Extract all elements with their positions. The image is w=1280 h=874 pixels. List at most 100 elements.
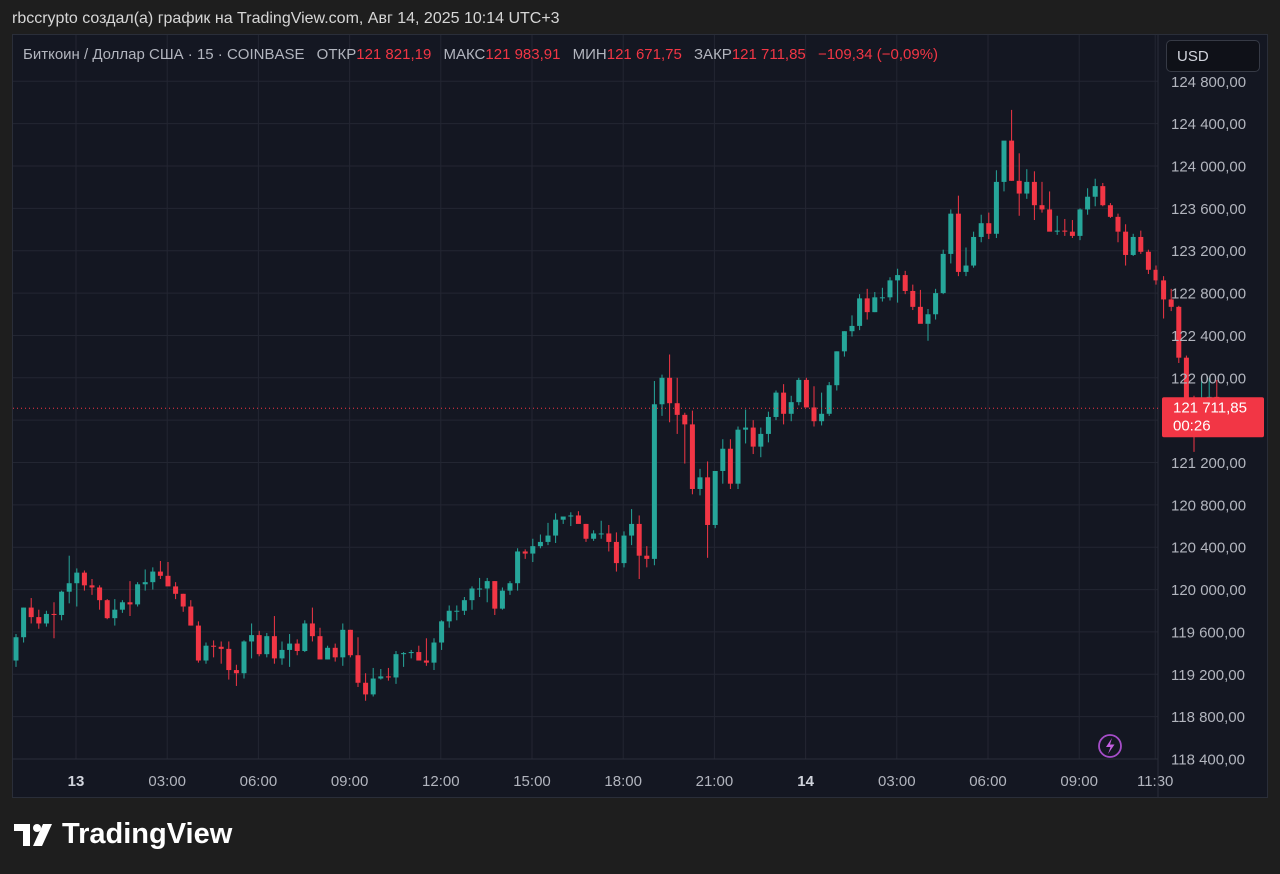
candle-down[interactable] [667, 354, 673, 423]
candle-down[interactable] [811, 386, 817, 427]
candle-down[interactable] [165, 562, 171, 587]
candle-up[interactable] [963, 247, 969, 277]
candle-up[interactable] [773, 390, 779, 421]
candle-up[interactable] [735, 426, 741, 489]
candle-down[interactable] [363, 673, 369, 701]
candlestick-chart[interactable]: 124 800,00 124 400,00 124 000,00 123 600,00… [13, 35, 1267, 797]
chart-panel[interactable]: 124 800,00 124 400,00 124 000,00 123 600,00… [12, 34, 1268, 798]
candle-down[interactable] [127, 581, 133, 617]
candle-down[interactable] [1016, 153, 1022, 216]
candle-up[interactable] [461, 596, 467, 615]
candle-up[interactable] [841, 331, 847, 357]
candle-up[interactable] [454, 605, 460, 621]
candle-up[interactable] [66, 555, 72, 604]
candle-up[interactable] [325, 645, 331, 660]
candle-down[interactable] [910, 284, 916, 311]
candle-down[interactable] [309, 607, 315, 642]
candle-up[interactable] [507, 581, 513, 595]
candle-up[interactable] [712, 470, 718, 529]
candle-down[interactable] [674, 377, 680, 434]
candle-down[interactable] [682, 412, 688, 464]
candle-down[interactable] [986, 212, 992, 240]
candle-down[interactable] [636, 515, 642, 579]
candle-down[interactable] [218, 641, 224, 664]
candle-up[interactable] [150, 567, 156, 590]
candle-up[interactable] [598, 520, 604, 539]
candle-down[interactable] [917, 289, 923, 324]
candle-up[interactable] [378, 668, 384, 680]
candle-up[interactable] [834, 351, 840, 391]
candle-up[interactable] [477, 577, 483, 597]
candle-down[interactable] [1176, 305, 1182, 363]
candle-down[interactable] [180, 593, 186, 612]
candle-down[interactable] [157, 560, 163, 579]
candle-up[interactable] [651, 380, 657, 566]
candle-up[interactable] [340, 623, 346, 666]
candle-up[interactable] [431, 638, 437, 671]
candle-up[interactable] [21, 607, 27, 643]
candle-down[interactable] [781, 384, 787, 425]
candle-down[interactable] [226, 641, 232, 680]
candle-down[interactable] [644, 546, 650, 568]
candle-up[interactable] [484, 577, 490, 603]
candle-up[interactable] [872, 292, 878, 313]
candle-down[interactable] [173, 582, 179, 600]
candle-up[interactable] [697, 468, 703, 496]
candle-up[interactable] [112, 599, 118, 626]
candle-up[interactable] [469, 586, 475, 610]
candle-up[interactable] [393, 650, 399, 684]
symbol-name[interactable]: Биткоин / Доллар США · 15 · COINBASE [23, 46, 305, 63]
candle-up[interactable] [879, 287, 885, 302]
candle-up[interactable] [743, 409, 749, 444]
candle-down[interactable] [1031, 171, 1037, 221]
candle-down[interactable] [1161, 276, 1167, 319]
candle-up[interactable] [591, 530, 597, 541]
candle-up[interactable] [1085, 188, 1091, 215]
candle-up[interactable] [43, 610, 49, 627]
candle-up[interactable] [530, 538, 536, 563]
candle-down[interactable] [575, 511, 581, 524]
candle-down[interactable] [332, 643, 338, 662]
candle-down[interactable] [705, 461, 711, 558]
candle-down[interactable] [97, 585, 103, 610]
candle-down[interactable] [803, 377, 809, 408]
candle-up[interactable] [560, 516, 566, 524]
candle-down[interactable] [1168, 288, 1174, 312]
candle-up[interactable] [1001, 140, 1007, 192]
candle-up[interactable] [940, 249, 946, 295]
candle-down[interactable] [1153, 265, 1159, 285]
lightning-icon[interactable] [1098, 734, 1122, 758]
candle-up[interactable] [279, 641, 285, 665]
candle-down[interactable] [492, 581, 498, 615]
candle-down[interactable] [104, 599, 110, 620]
candle-up[interactable] [568, 512, 574, 527]
candle-down[interactable] [81, 570, 87, 591]
candle-down[interactable] [1123, 224, 1129, 266]
candle-down[interactable] [1100, 182, 1106, 207]
candle-down[interactable] [606, 524, 612, 552]
candle-up[interactable] [971, 231, 977, 268]
candle-down[interactable] [583, 523, 589, 542]
candle-up[interactable] [135, 582, 141, 607]
candle-up[interactable] [659, 374, 665, 416]
candle-up[interactable] [74, 568, 80, 607]
candle-up[interactable] [249, 623, 255, 659]
candle-down[interactable] [1009, 109, 1015, 181]
candle-down[interactable] [955, 195, 961, 277]
candle-down[interactable] [294, 639, 300, 656]
candle-down[interactable] [522, 549, 528, 559]
candle-up[interactable] [978, 214, 984, 243]
candle-up[interactable] [826, 382, 832, 416]
candle-up[interactable] [545, 522, 551, 546]
candle-down[interactable] [902, 270, 908, 295]
candle-up[interactable] [948, 209, 954, 264]
candle-up[interactable] [1130, 233, 1136, 257]
candle-down[interactable] [1069, 220, 1075, 239]
candle-up[interactable] [933, 288, 939, 320]
candle-up[interactable] [849, 315, 855, 337]
tradingview-brand[interactable]: TradingView [14, 818, 232, 851]
candle-up[interactable] [13, 634, 19, 667]
candle-up[interactable] [857, 294, 863, 331]
candle-up[interactable] [925, 308, 931, 341]
candle-up[interactable] [537, 534, 543, 549]
